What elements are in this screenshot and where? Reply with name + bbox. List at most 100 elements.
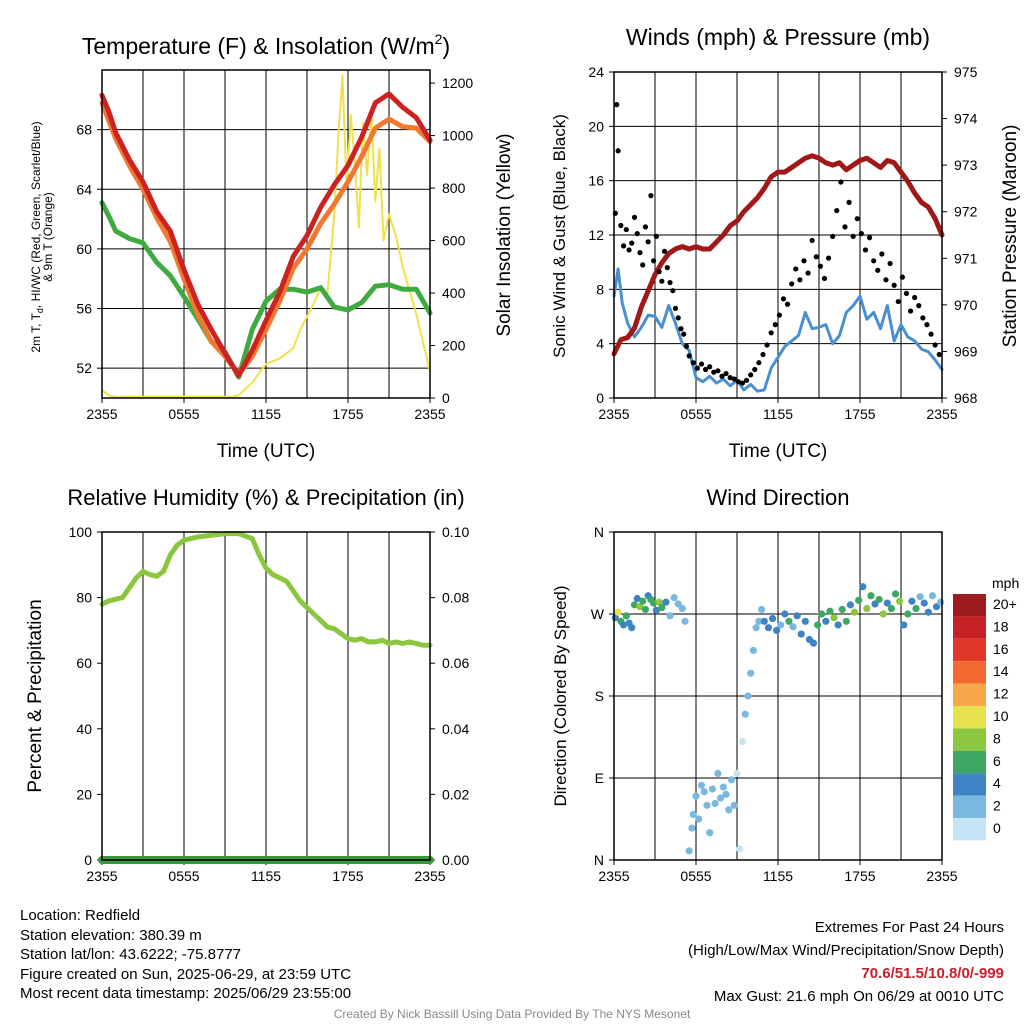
gust-point (623, 226, 629, 233)
gust-point (661, 248, 668, 254)
direction-point (700, 788, 708, 796)
direction-point (883, 599, 891, 607)
winds-panel: Winds (mph) & Pressure (mb) 2355 0555 1155… (550, 24, 1021, 462)
winds-y-tick-label-right: 972 (954, 204, 978, 220)
direction-point (681, 617, 689, 625)
direction-point (636, 603, 644, 611)
direction-point (842, 617, 850, 625)
legend-swatch (953, 773, 986, 796)
gust-point (645, 239, 651, 245)
temperature-y-tick-label-right: 200 (442, 338, 466, 354)
direction-point (708, 785, 717, 793)
legend-swatch (953, 661, 986, 684)
direction-point (760, 617, 768, 625)
winds-chart-title: Winds (mph) & Pressure (mb) (626, 24, 930, 50)
extremes-subtitle: (High/Low/Max Wind/Precipitation/Snow De… (688, 942, 1004, 959)
temperature-y-tick-label-right: 1200 (442, 75, 473, 91)
humidity-y-tick-label-left: 60 (76, 655, 92, 671)
humidity-y-tick-label-left: 80 (76, 590, 92, 606)
gust-point (854, 216, 860, 222)
gust-point (672, 305, 679, 311)
gust-point (842, 224, 848, 230)
gust-point (760, 351, 766, 358)
humidity-plot-area: 2355 0555 1155 1755 23550204060801000.000.02… (69, 524, 470, 884)
gust-point (723, 370, 729, 377)
gust-point (871, 258, 877, 264)
temperature-left-axis-label-line2: & 9m T (Orange) (41, 192, 55, 282)
gust-point (862, 247, 869, 253)
gust-point (664, 265, 670, 271)
temperature-chart-title: Temperature (F) & Insolation (W/m2) (82, 31, 450, 59)
temperature-y-tick-label-left: 64 (76, 181, 92, 197)
humidity-y-tick-label-left: 0 (84, 852, 92, 868)
direction-point (900, 621, 908, 629)
gust-point (707, 364, 713, 370)
gust-point (715, 368, 721, 374)
gust-point (797, 277, 803, 283)
direction-x-tick-label: 2355 (926, 868, 957, 884)
direction-point (904, 610, 912, 618)
direction-point (689, 810, 697, 819)
gust-point (756, 360, 762, 366)
direction-point (809, 639, 818, 647)
humidity-y-tick-label-right: 0.08 (442, 590, 469, 606)
gust-point (936, 351, 942, 358)
series-line-9m-t (99, 100, 433, 377)
legend-swatch (953, 795, 986, 818)
gust-point (698, 361, 705, 367)
gust-point (809, 237, 815, 244)
gust-point (899, 274, 905, 280)
gust-point (637, 250, 643, 256)
direction-left-axis-label: Direction (Colored By Speed) (551, 585, 570, 806)
direction-point (773, 626, 781, 635)
winds-x-tick-label: 0555 (680, 406, 711, 422)
recent-data-timestamp: Most recent data timestamp: 2025/06/29 2… (20, 985, 352, 1002)
direction-point (738, 737, 747, 746)
humidity-y-tick-label-left: 40 (76, 721, 92, 737)
gust-point (752, 366, 758, 373)
direction-point (736, 845, 744, 853)
gust-point (727, 375, 733, 381)
gust-point (830, 233, 836, 239)
legend-label: 14 (993, 663, 1009, 679)
direction-point (685, 847, 693, 855)
gust-point (631, 214, 638, 220)
credit-line: Created By Nick Bassill Using Data Provi… (333, 1007, 691, 1021)
winds-x-tick-label: 1755 (844, 406, 875, 422)
direction-point (924, 608, 932, 616)
legend-label: 12 (993, 686, 1009, 702)
gust-point (817, 263, 823, 269)
gust-point (813, 254, 819, 260)
legend-swatch (953, 616, 986, 639)
gust-point (924, 322, 930, 328)
direction-point (768, 614, 777, 623)
winds-x-axis-label: Time (UTC) (729, 441, 828, 462)
gust-point (659, 278, 665, 284)
gust-point (805, 270, 811, 276)
direction-point (850, 608, 859, 616)
direction-y-tick-label-left: W (591, 606, 605, 622)
direction-point (785, 617, 793, 625)
direction-x-tick-label: 1155 (763, 868, 793, 884)
temperature-x-axis-label: Time (UTC) (217, 441, 316, 462)
direction-point (614, 608, 622, 616)
direction-panel: Wind Direction 2355 0555 1155 1755 2355NESWN… (551, 485, 1019, 884)
winds-y-tick-label-left: 16 (588, 173, 604, 189)
gust-point (694, 365, 700, 371)
direction-point (717, 794, 725, 802)
gust-point (846, 199, 852, 205)
winds-y-tick-label-right: 974 (954, 111, 978, 127)
legend-swatch (953, 683, 986, 706)
winds-y-tick-label-left: 4 (596, 336, 604, 352)
gust-point (702, 366, 709, 373)
direction-point (781, 610, 789, 618)
station-location: Location: Redfield (20, 907, 141, 924)
legend-label: 10 (993, 708, 1009, 724)
direction-point (727, 776, 736, 784)
station-elevation: Station elevation: 380.39 m (20, 926, 202, 944)
direction-point (891, 590, 900, 598)
direction-point (916, 593, 924, 601)
winds-left-axis-label: Sonic Wind & Gust (Blue, Black) (550, 114, 569, 358)
temperature-y-tick-label-left: 52 (76, 360, 92, 376)
